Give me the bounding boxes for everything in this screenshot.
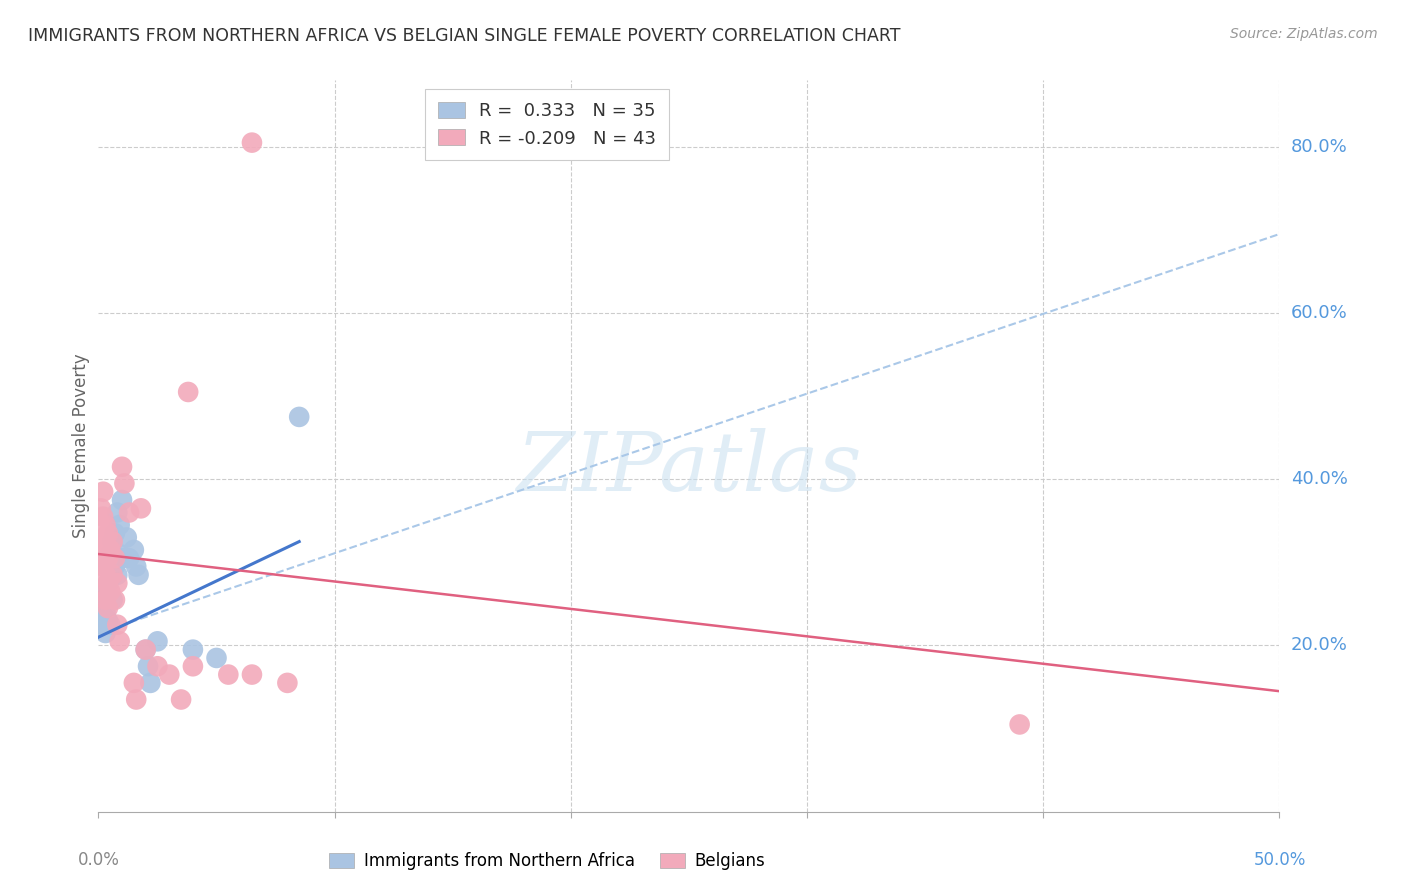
Text: 40.0%: 40.0% [1291, 470, 1347, 488]
Point [104, 526, 127, 541]
Point [97, 559, 120, 574]
Point [91, 542, 114, 557]
Point [217, 667, 239, 681]
Point [97, 551, 120, 566]
Point [105, 506, 128, 520]
Text: 0.0%: 0.0% [77, 851, 120, 869]
Point [104, 551, 127, 566]
Legend: Immigrants from Northern Africa, Belgians: Immigrants from Northern Africa, Belgian… [322, 846, 772, 877]
Point [125, 692, 148, 706]
Point [105, 617, 128, 632]
Point [108, 634, 131, 648]
Point [94, 518, 117, 533]
Point [181, 659, 204, 673]
Point [97, 614, 120, 628]
Point [276, 676, 298, 690]
Point [91, 509, 114, 524]
Text: 20.0%: 20.0% [1291, 637, 1347, 655]
Point [90, 534, 112, 549]
Point [112, 476, 135, 491]
Point [94, 534, 117, 549]
Point [90, 617, 112, 632]
Y-axis label: Single Female Poverty: Single Female Poverty [72, 354, 90, 538]
Point [118, 551, 141, 566]
Point [94, 551, 117, 566]
Point [97, 601, 120, 615]
Point [118, 506, 141, 520]
Point [104, 592, 127, 607]
Point [90, 551, 112, 566]
Point [146, 659, 169, 673]
Point [98, 584, 121, 599]
Point [135, 642, 157, 657]
Text: 60.0%: 60.0% [1291, 304, 1347, 322]
Point [115, 530, 138, 544]
Point [125, 559, 148, 574]
Text: 50.0%: 50.0% [1253, 851, 1306, 869]
Point [98, 542, 121, 557]
Point [98, 572, 121, 586]
Point [1008, 717, 1031, 731]
Point [240, 136, 263, 150]
Point [90, 501, 112, 516]
Point [97, 576, 120, 591]
Point [94, 584, 117, 599]
Point [101, 555, 124, 569]
Text: Source: ZipAtlas.com: Source: ZipAtlas.com [1230, 27, 1378, 41]
Point [91, 592, 114, 607]
Point [94, 567, 117, 582]
Point [97, 576, 120, 591]
Point [91, 559, 114, 574]
Point [240, 667, 263, 681]
Point [111, 459, 134, 474]
Point [94, 592, 117, 607]
Text: IMMIGRANTS FROM NORTHERN AFRICA VS BELGIAN SINGLE FEMALE POVERTY CORRELATION CHA: IMMIGRANTS FROM NORTHERN AFRICA VS BELGI… [28, 27, 901, 45]
Point [105, 567, 128, 582]
Text: ZIPatlas: ZIPatlas [516, 428, 862, 508]
Point [91, 609, 114, 624]
Point [101, 534, 124, 549]
Point [105, 576, 128, 591]
Point [146, 634, 169, 648]
Point [288, 409, 311, 424]
Point [101, 567, 124, 582]
Point [136, 659, 159, 673]
Point [135, 642, 157, 657]
Point [170, 692, 193, 706]
Point [181, 642, 204, 657]
Point [108, 518, 131, 533]
Point [111, 551, 134, 566]
Point [91, 484, 114, 499]
Point [104, 559, 127, 574]
Point [139, 676, 162, 690]
Point [94, 605, 117, 619]
Point [129, 501, 152, 516]
Point [101, 534, 124, 549]
Point [98, 617, 121, 632]
Point [122, 676, 145, 690]
Text: 80.0%: 80.0% [1291, 137, 1347, 156]
Point [101, 592, 124, 607]
Point [108, 547, 131, 561]
Point [157, 667, 180, 681]
Point [122, 542, 145, 557]
Point [111, 493, 134, 508]
Point [98, 547, 121, 561]
Point [94, 626, 117, 640]
Point [205, 651, 228, 665]
Point [177, 384, 200, 399]
Point [128, 567, 150, 582]
Point [91, 584, 114, 599]
Point [97, 526, 120, 541]
